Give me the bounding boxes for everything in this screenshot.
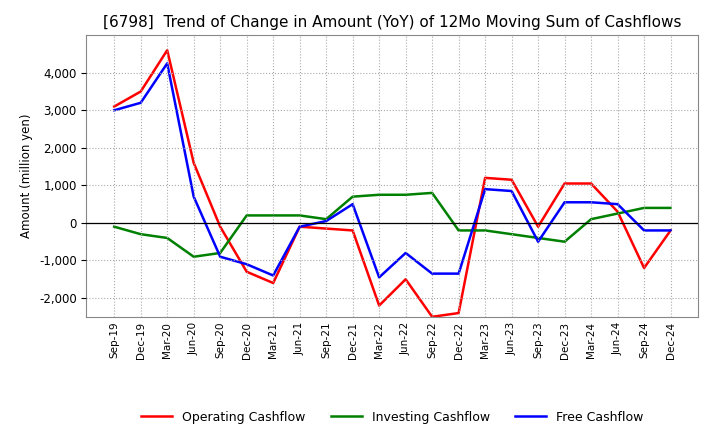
Operating Cashflow	[587, 181, 595, 186]
Investing Cashflow	[163, 235, 171, 241]
Free Cashflow	[136, 100, 145, 106]
Free Cashflow	[481, 187, 490, 192]
Operating Cashflow	[295, 224, 304, 229]
Operating Cashflow	[110, 104, 119, 109]
Legend: Operating Cashflow, Investing Cashflow, Free Cashflow: Operating Cashflow, Investing Cashflow, …	[136, 406, 649, 429]
Operating Cashflow	[560, 181, 569, 186]
Operating Cashflow	[243, 269, 251, 275]
Operating Cashflow	[534, 224, 542, 229]
Free Cashflow	[216, 254, 225, 259]
Title: [6798]  Trend of Change in Amount (YoY) of 12Mo Moving Sum of Cashflows: [6798] Trend of Change in Amount (YoY) o…	[103, 15, 682, 30]
Free Cashflow	[163, 61, 171, 66]
Operating Cashflow	[401, 277, 410, 282]
Free Cashflow	[454, 271, 463, 276]
Free Cashflow	[613, 202, 622, 207]
Free Cashflow	[269, 273, 277, 278]
Operating Cashflow	[454, 310, 463, 315]
Investing Cashflow	[508, 231, 516, 237]
Investing Cashflow	[481, 228, 490, 233]
Free Cashflow	[348, 202, 357, 207]
Line: Free Cashflow: Free Cashflow	[114, 63, 670, 277]
Investing Cashflow	[454, 228, 463, 233]
Free Cashflow	[508, 188, 516, 194]
Operating Cashflow	[163, 48, 171, 53]
Investing Cashflow	[295, 213, 304, 218]
Free Cashflow	[375, 275, 384, 280]
Free Cashflow	[587, 200, 595, 205]
Investing Cashflow	[243, 213, 251, 218]
Free Cashflow	[560, 200, 569, 205]
Investing Cashflow	[560, 239, 569, 244]
Operating Cashflow	[216, 224, 225, 229]
Free Cashflow	[110, 108, 119, 113]
Operating Cashflow	[136, 89, 145, 94]
Investing Cashflow	[110, 224, 119, 229]
Operating Cashflow	[269, 280, 277, 286]
Investing Cashflow	[534, 235, 542, 241]
Investing Cashflow	[401, 192, 410, 198]
Free Cashflow	[640, 228, 649, 233]
Free Cashflow	[666, 228, 675, 233]
Investing Cashflow	[189, 254, 198, 259]
Free Cashflow	[322, 218, 330, 224]
Free Cashflow	[243, 262, 251, 267]
Investing Cashflow	[428, 190, 436, 195]
Operating Cashflow	[666, 228, 675, 233]
Free Cashflow	[189, 194, 198, 199]
Free Cashflow	[401, 250, 410, 256]
Operating Cashflow	[348, 228, 357, 233]
Investing Cashflow	[136, 231, 145, 237]
Investing Cashflow	[613, 211, 622, 216]
Investing Cashflow	[269, 213, 277, 218]
Y-axis label: Amount (million yen): Amount (million yen)	[20, 114, 33, 238]
Investing Cashflow	[216, 250, 225, 256]
Line: Investing Cashflow: Investing Cashflow	[114, 193, 670, 257]
Operating Cashflow	[508, 177, 516, 183]
Investing Cashflow	[587, 216, 595, 222]
Operating Cashflow	[640, 265, 649, 271]
Operating Cashflow	[428, 314, 436, 319]
Investing Cashflow	[322, 216, 330, 222]
Free Cashflow	[534, 239, 542, 244]
Line: Operating Cashflow: Operating Cashflow	[114, 50, 670, 317]
Investing Cashflow	[666, 205, 675, 211]
Free Cashflow	[295, 224, 304, 229]
Investing Cashflow	[348, 194, 357, 199]
Investing Cashflow	[640, 205, 649, 211]
Investing Cashflow	[375, 192, 384, 198]
Operating Cashflow	[189, 160, 198, 165]
Operating Cashflow	[322, 226, 330, 231]
Free Cashflow	[428, 271, 436, 276]
Operating Cashflow	[481, 175, 490, 180]
Operating Cashflow	[613, 209, 622, 214]
Operating Cashflow	[375, 303, 384, 308]
